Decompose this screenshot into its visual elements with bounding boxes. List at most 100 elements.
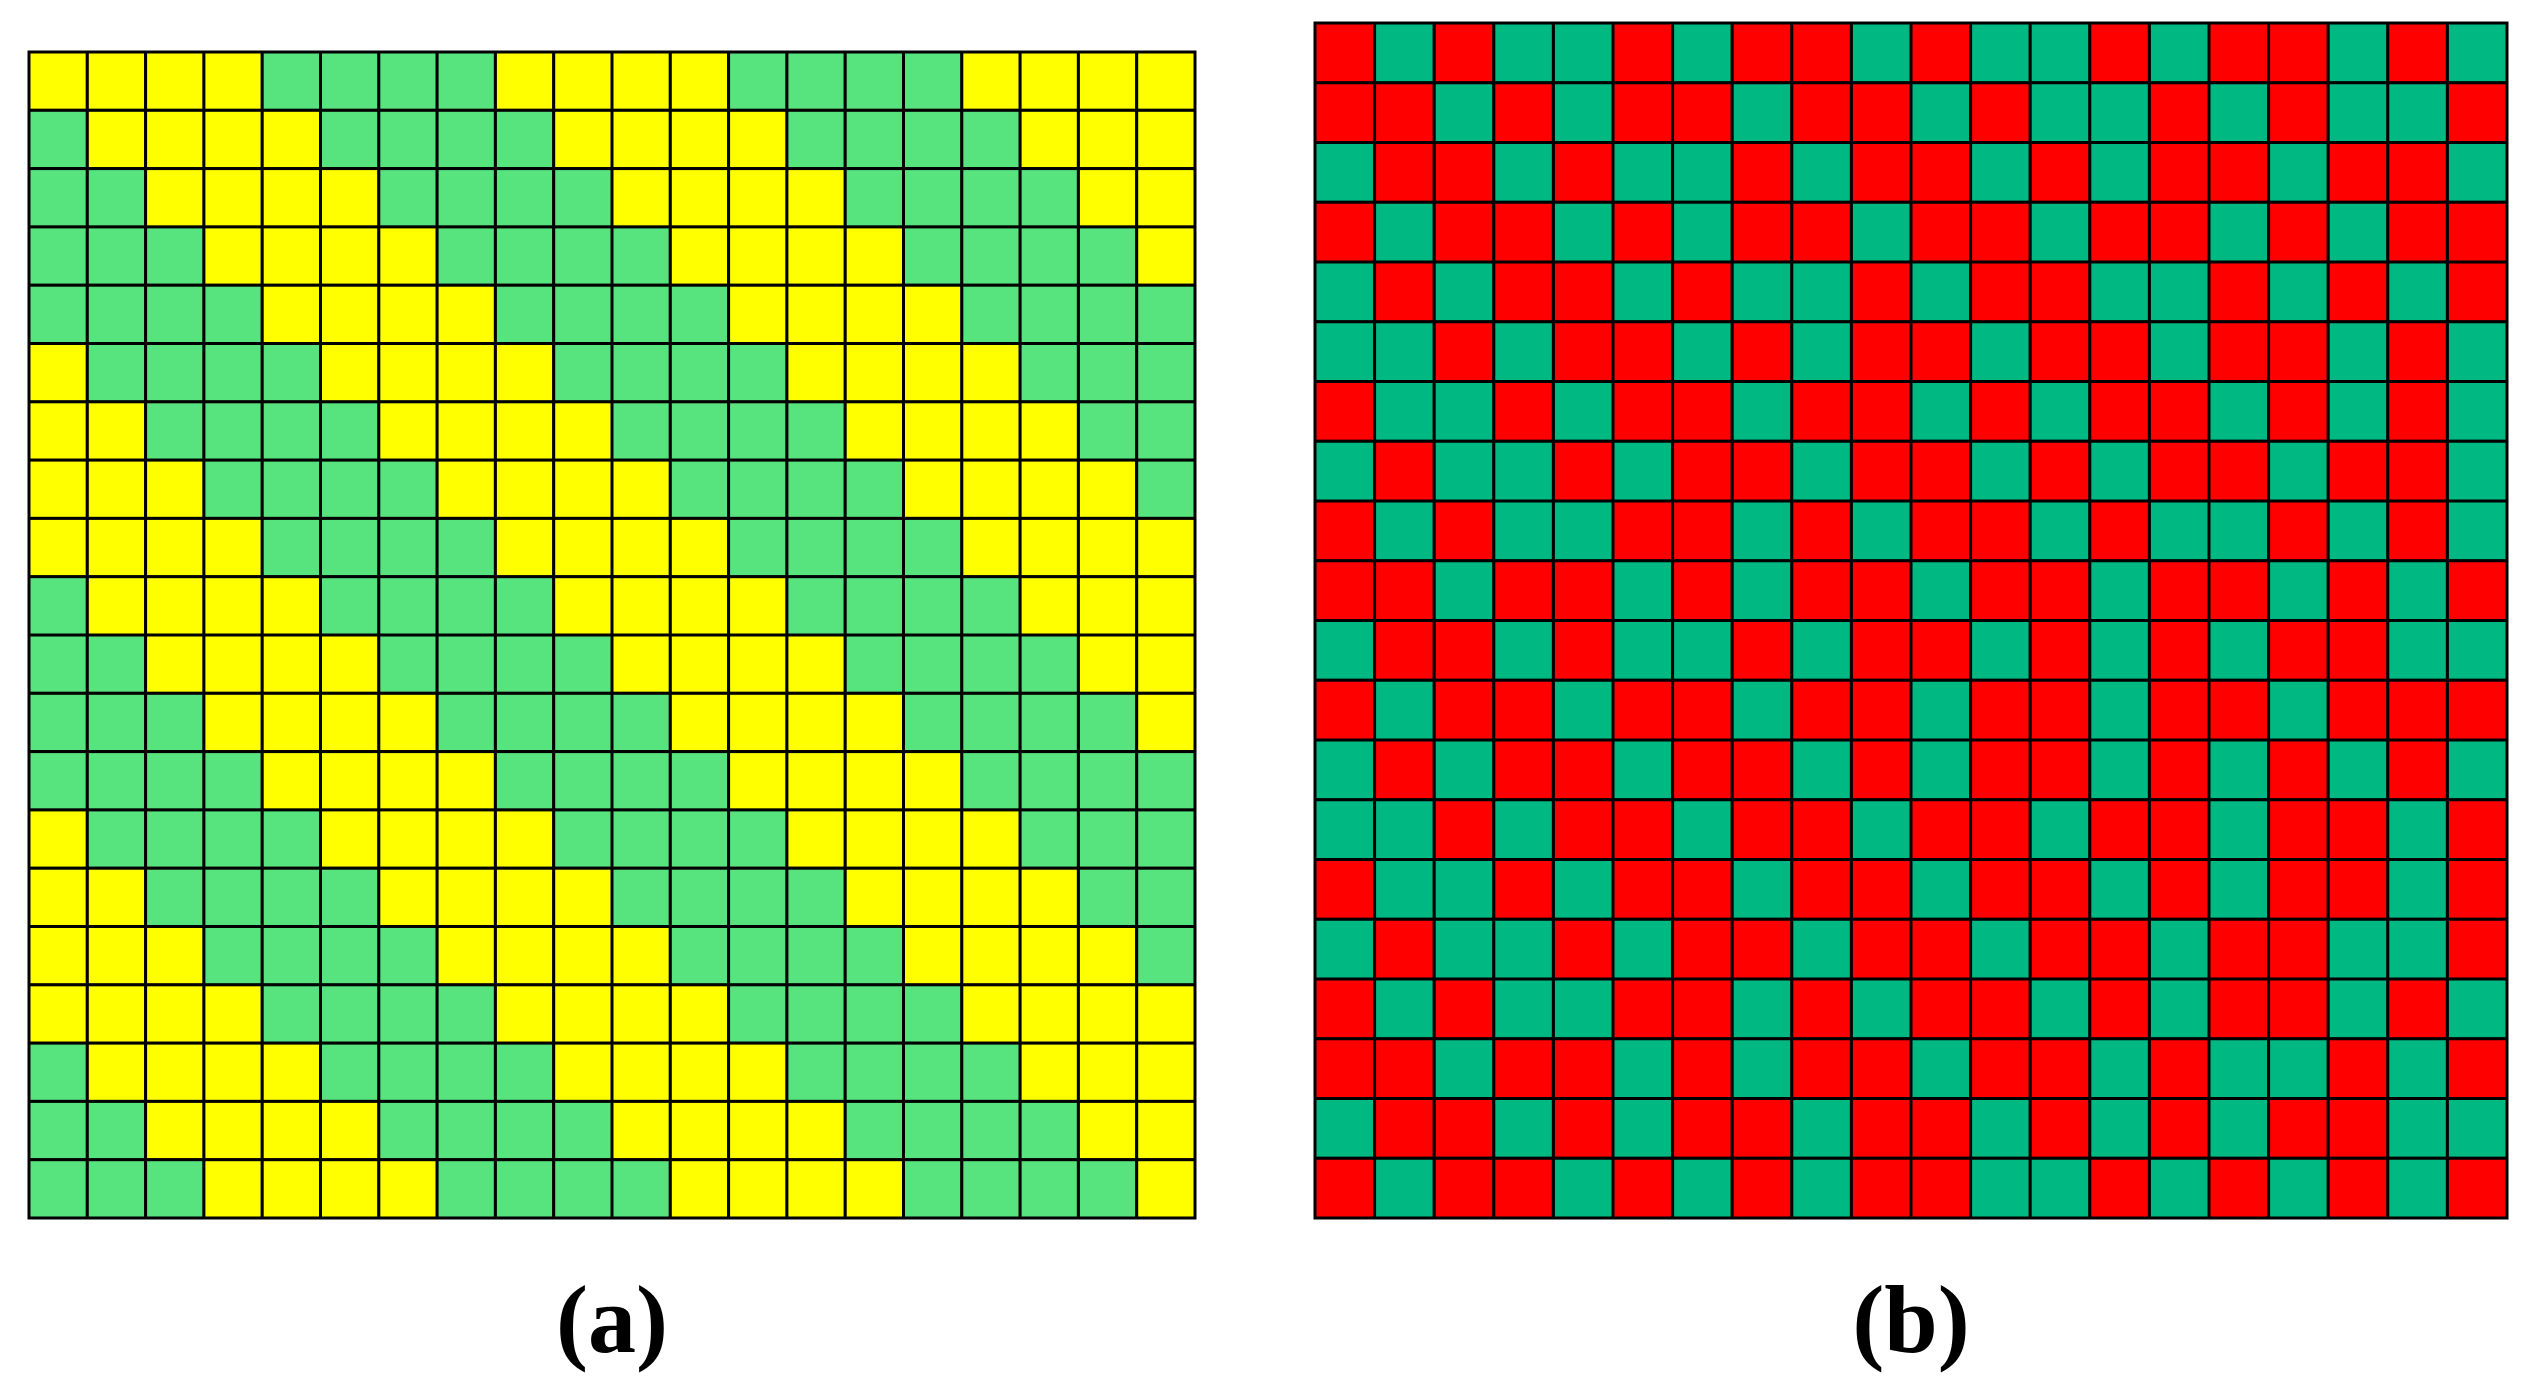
grid-cell	[668, 1158, 731, 1220]
grid-cell	[552, 1041, 614, 1103]
grid-cell	[2267, 439, 2330, 503]
grid-cell	[1790, 977, 1853, 1041]
grid-cell	[2207, 81, 2271, 144]
grid-cell	[1018, 167, 1080, 229]
grid-cell	[668, 1099, 731, 1162]
grid-cell	[2326, 678, 2390, 742]
grid-cell	[2028, 200, 2092, 264]
grid-cell	[1790, 798, 1853, 861]
grid-cell	[2386, 200, 2449, 264]
grid-cell	[1730, 678, 1794, 742]
grid-cell	[668, 808, 731, 870]
grid-cell	[1313, 1037, 1377, 1100]
grid-cell	[144, 342, 206, 404]
grid-cell	[260, 808, 323, 870]
grid-cell	[2326, 1156, 2390, 1220]
grid-cell	[1671, 619, 1734, 682]
grid-cell	[1551, 81, 1615, 144]
grid-cell	[2386, 977, 2449, 1041]
grid-cell	[1076, 575, 1139, 637]
grid-cell	[1135, 167, 1197, 229]
grid-cell	[2386, 141, 2449, 204]
grid-cell	[1551, 320, 1615, 383]
grid-cell	[1909, 798, 1973, 861]
grid-cell	[260, 167, 323, 229]
grid-cell	[727, 516, 789, 579]
grid-cell	[668, 925, 731, 987]
grid-cell	[1671, 1097, 1734, 1160]
grid-cell	[319, 50, 381, 112]
grid-cell	[1730, 1156, 1794, 1220]
grid-cell	[2028, 678, 2092, 742]
grid-cell	[610, 1041, 672, 1103]
grid-cell	[727, 283, 789, 346]
grid-cell	[668, 575, 731, 637]
grid-cell	[843, 808, 906, 870]
grid-cell	[1969, 1037, 2032, 1100]
grid-cell	[202, 691, 264, 754]
grid-cell	[2207, 1156, 2271, 1220]
grid-cell	[843, 633, 906, 695]
grid-cell	[2267, 559, 2330, 622]
grid-cell	[202, 983, 264, 1045]
grid-cell	[2386, 619, 2449, 682]
grid-cell	[260, 750, 323, 812]
grid-cell	[960, 633, 1022, 695]
grid-cell	[260, 342, 323, 404]
grid-cell	[1551, 858, 1615, 921]
grid-cell	[202, 516, 264, 579]
grid-cell	[2207, 559, 2271, 622]
grid-cell	[1909, 260, 1973, 324]
grid-cell	[2147, 439, 2211, 503]
grid-cell	[2028, 260, 2092, 324]
grid-cell	[1018, 50, 1080, 112]
grid-cell	[1373, 141, 1436, 204]
grid-cell	[785, 283, 847, 346]
grid-cell	[960, 400, 1022, 462]
grid-cell	[1076, 167, 1139, 229]
grid-cell	[1018, 1158, 1080, 1220]
grid-cell	[552, 575, 614, 637]
grid-cell	[1018, 633, 1080, 695]
grid-cell	[785, 691, 847, 754]
grid-cell	[902, 1099, 964, 1162]
grid-cell	[843, 691, 906, 754]
grid-cell	[435, 1041, 497, 1103]
grid-cell	[668, 342, 731, 404]
grid-cell	[1373, 1097, 1436, 1160]
grid-cell	[785, 866, 847, 929]
grid-cell	[552, 925, 614, 987]
grid-cell	[27, 866, 89, 929]
grid-cell	[2028, 798, 2092, 861]
grid-cell	[1790, 81, 1853, 144]
grid-cell	[319, 1041, 381, 1103]
grid-cell	[902, 575, 964, 637]
grid-cell	[1492, 559, 1555, 622]
grid-cell	[493, 691, 556, 754]
grid-cell	[1551, 619, 1615, 682]
grid-cell	[668, 458, 731, 520]
grid-cell	[2088, 499, 2151, 563]
grid-cell	[1611, 977, 1675, 1041]
grid-cell	[785, 516, 847, 579]
grid-cell	[1135, 108, 1197, 171]
grid-cell	[1492, 738, 1555, 802]
grid-cell	[2326, 1097, 2390, 1160]
grid-cell	[960, 342, 1022, 404]
grid-cell	[552, 50, 614, 112]
grid-cell	[202, 1099, 264, 1162]
grid-cell	[1730, 81, 1794, 144]
grid-cell	[319, 575, 381, 637]
grid-cell	[2267, 1156, 2330, 1220]
grid-cell	[1730, 200, 1794, 264]
grid-cell	[2147, 858, 2211, 921]
grid-cell	[2326, 141, 2390, 204]
grid-cell	[2207, 917, 2271, 981]
grid-cell	[1969, 499, 2032, 563]
grid-cell	[144, 983, 206, 1045]
grid-cell	[1492, 798, 1555, 861]
grid-cell	[2147, 260, 2211, 324]
grid-cell	[1018, 516, 1080, 579]
grid-cell	[27, 750, 89, 812]
grid-cell	[843, 1158, 906, 1220]
